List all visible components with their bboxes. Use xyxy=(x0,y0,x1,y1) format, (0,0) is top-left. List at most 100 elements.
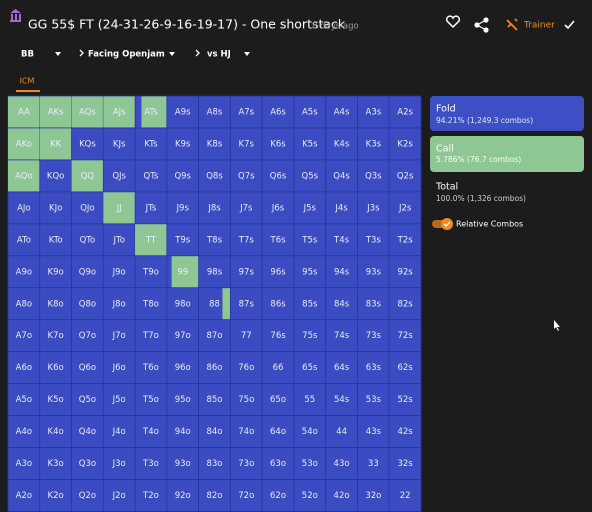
cell-background xyxy=(357,223,390,257)
cell-background xyxy=(357,95,390,129)
hand-label: T2s xyxy=(397,235,414,245)
hand-label: T6s xyxy=(270,235,287,245)
cell-background xyxy=(261,95,295,129)
hand-label: Q9o xyxy=(79,267,96,277)
chevron xyxy=(195,49,200,57)
hand-label: KTo xyxy=(49,235,63,245)
cell-background xyxy=(7,383,41,417)
cell-background xyxy=(229,415,263,448)
cell-background xyxy=(134,319,168,353)
hand-label: 62o xyxy=(270,491,286,501)
hand-label: 66 xyxy=(273,363,284,373)
filter-opponent[interactable]: vs HJ xyxy=(207,50,250,60)
hand-label: 75o xyxy=(238,395,254,405)
hand-label: J2o xyxy=(112,491,126,501)
tab-icm[interactable]: ICM xyxy=(16,77,40,93)
cell-background xyxy=(293,95,327,129)
tab-label: ICM xyxy=(20,77,35,86)
hand-label: 42s xyxy=(397,427,413,437)
hand-label: 52o xyxy=(302,491,318,501)
cell-background xyxy=(325,415,358,448)
hand-label: J6s xyxy=(271,203,285,213)
cell-background xyxy=(39,383,72,417)
hand-label: J8s xyxy=(207,203,221,213)
filter-label: Facing Openjam xyxy=(88,50,165,60)
hand-label: 53s xyxy=(366,395,382,405)
cell-background xyxy=(39,415,72,448)
hand-label: J9o xyxy=(112,267,126,277)
cell-background xyxy=(388,159,422,193)
cell-background xyxy=(325,479,358,512)
hand-label: 42o xyxy=(334,491,350,501)
hand-label: J9s xyxy=(176,203,190,213)
hand-label: 92s xyxy=(397,267,413,277)
call-box[interactable] xyxy=(430,136,584,172)
hand-label: J6o xyxy=(112,363,126,373)
cell-background xyxy=(357,159,390,193)
relative-combos-toggle[interactable]: Relative Combos xyxy=(432,218,523,230)
hand-label: T5s xyxy=(301,235,318,245)
cell-background xyxy=(261,479,295,512)
hand-label: KQs xyxy=(79,139,96,149)
cell-background xyxy=(166,127,200,161)
favorite-button[interactable] xyxy=(445,15,461,29)
cell-background xyxy=(39,319,72,353)
hand-label: 22 xyxy=(400,491,411,501)
cell-background xyxy=(71,127,104,161)
hand-label: T8o xyxy=(142,299,159,309)
hand-label: 55 xyxy=(304,395,315,405)
hand-label: Q9s xyxy=(174,171,191,181)
call-frequency xyxy=(39,96,72,128)
hand-label: K4s xyxy=(334,139,350,149)
trainer-button[interactable]: Trainer xyxy=(506,18,555,31)
hand-label: Q5o xyxy=(79,395,96,405)
title: GG 55$ FT (24-31-26-9-16-19-17) - One sh… xyxy=(28,17,346,32)
hand-label: AA xyxy=(18,107,30,117)
call-frequency xyxy=(8,128,40,160)
hand-label: A4o xyxy=(16,427,32,437)
hand-label: 64s xyxy=(334,363,350,373)
cell-background xyxy=(166,159,200,193)
hand-label: Q7o xyxy=(79,331,96,341)
hand-label: TT xyxy=(145,235,157,245)
cell-background xyxy=(166,479,200,512)
hand-label: J2s xyxy=(398,203,412,213)
hand-label: 99 xyxy=(177,267,188,277)
confirm-button[interactable] xyxy=(564,20,575,30)
hand-label: A8s xyxy=(207,107,223,117)
hand-label: 54o xyxy=(302,427,318,437)
cell-background xyxy=(293,351,327,385)
hand-label: 32o xyxy=(365,491,381,501)
fold-box[interactable] xyxy=(430,96,584,131)
cell-background xyxy=(261,415,295,448)
cell-background xyxy=(71,383,104,417)
share-button[interactable] xyxy=(474,17,489,33)
cell-background xyxy=(71,191,104,225)
hand-label: K8s xyxy=(207,139,223,149)
cell-background xyxy=(102,415,136,448)
hand-label: 64o xyxy=(270,427,286,437)
hand-label: JTs xyxy=(145,203,157,213)
hand-label: A3s xyxy=(366,107,382,117)
cell-background xyxy=(134,127,168,161)
hand-label: Q3s xyxy=(365,171,382,181)
cell-background xyxy=(325,127,358,161)
trainer-label: Trainer xyxy=(523,21,555,31)
call-frequency xyxy=(71,96,104,128)
hand-label: 32s xyxy=(397,459,413,469)
cell-background xyxy=(39,351,72,385)
hand-label: 82o xyxy=(206,491,222,501)
filter-position[interactable]: BB xyxy=(21,50,61,60)
cell-background xyxy=(198,95,231,129)
cell-background xyxy=(7,447,41,480)
cell-background xyxy=(388,255,422,289)
hand-label: T3o xyxy=(142,459,159,469)
hand-label: A7o xyxy=(16,331,32,341)
filter-action[interactable]: Facing Openjam xyxy=(88,50,175,60)
fold-label: Fold xyxy=(436,104,456,115)
hand-label: JJ xyxy=(116,203,122,213)
cell-background xyxy=(166,287,200,321)
cell-background xyxy=(293,159,327,193)
hand-label: A2s xyxy=(397,107,413,117)
